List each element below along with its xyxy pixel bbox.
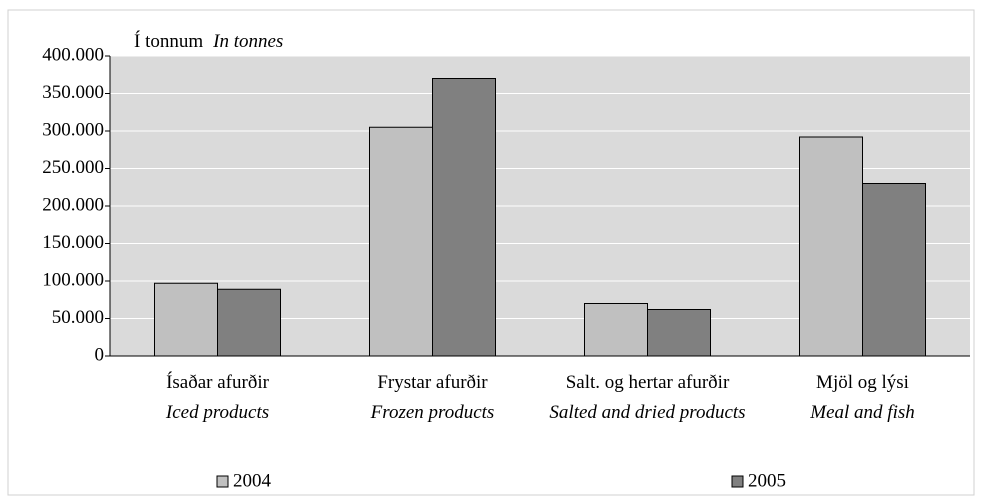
bar [432,78,496,357]
legend-swatch [731,475,744,488]
x-tick-label: Ísaðar afurðir Iced products [113,368,323,428]
bar [217,288,281,357]
y-tick-label: 0 [95,344,105,365]
category-en: Meal and fish [810,402,915,423]
y-tick-label: 50.000 [52,307,104,328]
bar [799,136,863,357]
x-tick-label: Frystar afurðir Frozen products [328,368,538,428]
y-tick-label: 250.000 [42,157,104,178]
y-tick-label: 350.000 [42,82,104,103]
bar [647,309,711,357]
y-tick-label: 150.000 [42,232,104,253]
bar [369,126,433,357]
category-is: Mjöl og lýsi [816,372,909,393]
category-en: Iced products [165,402,270,423]
bar [862,183,926,357]
category-en: Salted and dried products [549,402,746,423]
y-label: Í tonnum In tonnes [134,30,283,52]
y-tick-label: 200.000 [42,194,104,215]
y-tick-label: 300.000 [42,119,104,140]
x-tick-label: Mjöl og lýsi Meal and fish [758,368,968,428]
category-is: Ísaðar afurðir [166,372,269,393]
legend-swatch [216,475,229,488]
legend-label: 2004 [233,470,272,491]
category-is: Salt. og hertar afurðir [565,372,730,393]
y-tick-label: 400.000 [42,44,104,65]
y-label-is: Í tonnum [134,30,203,52]
x-tick-label: Salt. og hertar afurðir Salted and dried … [543,368,753,428]
legend-label: 2005 [748,470,786,491]
y-label-en: In tonnes [212,31,283,52]
y-tick-label: 100.000 [42,269,104,290]
category-is: Frystar afurðir [377,372,488,393]
bar [154,282,218,357]
category-en: Frozen products [370,402,495,423]
bar [584,303,648,357]
